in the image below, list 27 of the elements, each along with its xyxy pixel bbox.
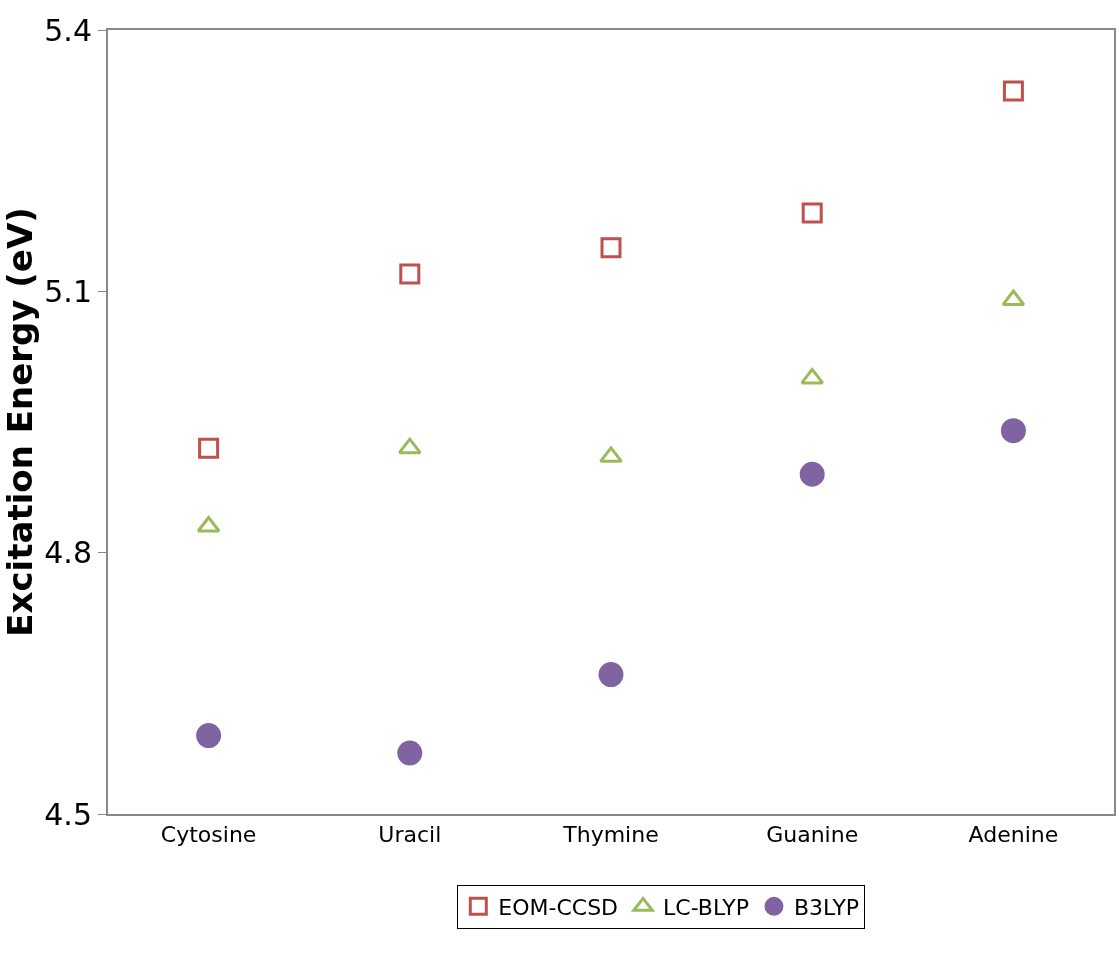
y-tick-label: 4.8 bbox=[44, 535, 92, 571]
point bbox=[1002, 80, 1024, 102]
point bbox=[600, 237, 622, 259]
point bbox=[196, 723, 222, 749]
point bbox=[599, 446, 623, 463]
point bbox=[1000, 418, 1026, 444]
legend-label: EOM-CCSD bbox=[498, 894, 619, 920]
x-tick-label: Adenine bbox=[968, 822, 1059, 848]
x-tick-label: Guanine bbox=[766, 822, 859, 848]
point bbox=[800, 367, 825, 385]
point bbox=[397, 437, 422, 455]
point bbox=[198, 437, 220, 459]
point bbox=[397, 740, 423, 766]
y-axis-title: Excitation Energy (eV) bbox=[0, 207, 40, 637]
point bbox=[1001, 289, 1026, 307]
legend-label: LC-BLYP bbox=[663, 894, 749, 920]
y-tick-label: 4.5 bbox=[44, 796, 92, 832]
x-tick-label: Cytosine bbox=[160, 822, 257, 848]
legend-label: B3LYP bbox=[793, 894, 860, 920]
y-tick-label: 5.1 bbox=[44, 273, 92, 309]
point bbox=[598, 662, 624, 688]
x-tick-label: Uracil bbox=[378, 822, 442, 848]
y-tick-label: 5.4 bbox=[44, 12, 92, 48]
point bbox=[399, 263, 421, 285]
point bbox=[799, 461, 825, 487]
point bbox=[801, 202, 823, 224]
x-tick-label: Thymine bbox=[562, 822, 659, 848]
